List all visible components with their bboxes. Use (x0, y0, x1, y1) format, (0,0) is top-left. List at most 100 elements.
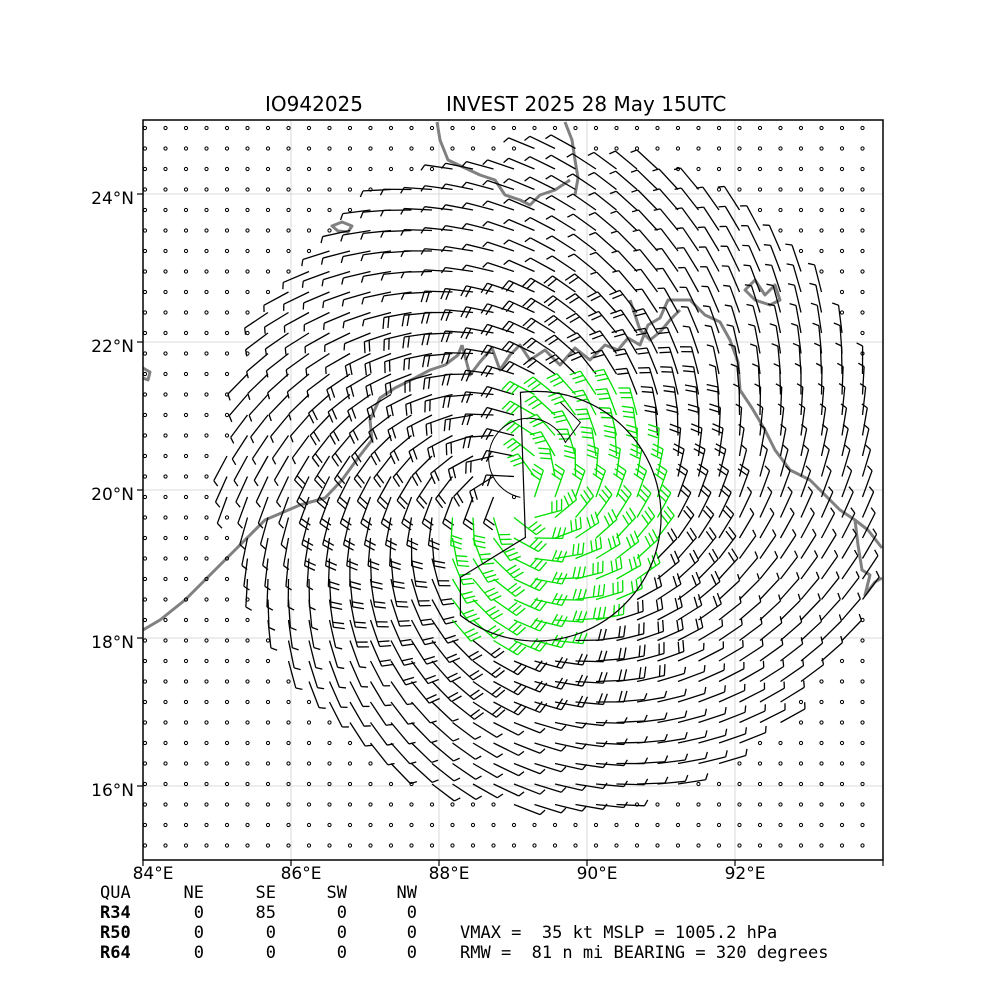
wind-barb (571, 463, 586, 498)
wind-barb (431, 722, 460, 742)
wind-barb (288, 394, 310, 421)
calm-marker (163, 617, 168, 623)
wind-barb (392, 455, 412, 488)
wind-barb (554, 566, 587, 580)
calm-marker (819, 761, 824, 766)
calm-marker (265, 761, 271, 766)
wind-barb (820, 507, 836, 539)
calm-marker (265, 187, 271, 192)
wind-barb (369, 742, 395, 766)
calm-marker (306, 228, 312, 233)
calm-marker (757, 125, 763, 131)
calm-marker (245, 310, 250, 315)
calm-marker (757, 802, 763, 807)
calm-marker (388, 166, 394, 172)
calm-marker (409, 822, 414, 828)
calm-marker (245, 740, 250, 746)
wind-barb (785, 243, 802, 272)
calm-marker (757, 822, 763, 828)
calm-marker (778, 843, 783, 848)
wind-barb (270, 414, 290, 443)
wind-barb (677, 686, 707, 703)
calm-marker (245, 207, 250, 213)
calm-marker (143, 351, 148, 356)
calm-marker (798, 699, 804, 705)
wind-barb (693, 443, 706, 477)
calm-marker (306, 843, 312, 848)
wind-barb (522, 317, 556, 334)
wind-barb (820, 423, 829, 457)
wind-barb (636, 664, 666, 683)
calm-marker (224, 617, 230, 623)
calm-marker (839, 125, 845, 131)
calm-marker (819, 166, 824, 172)
wind-barb (431, 783, 461, 802)
calm-marker (265, 125, 271, 131)
calm-marker (778, 228, 783, 233)
wind-barb (534, 571, 568, 585)
calm-marker (183, 515, 189, 520)
calm-marker (224, 433, 230, 438)
wind-barb (861, 528, 878, 559)
wind-barb (718, 205, 741, 231)
calm-marker (757, 166, 763, 172)
wind-barb (472, 680, 506, 698)
wind-barb (706, 383, 720, 416)
wind-barb (697, 226, 720, 252)
wind-barb (545, 235, 576, 252)
wind-barb (790, 322, 802, 354)
wind-barb (453, 476, 474, 507)
calm-marker (143, 576, 148, 582)
wind-barb (780, 658, 805, 683)
wind-barb (657, 666, 687, 683)
calm-marker (388, 822, 394, 828)
wind-barb (565, 293, 597, 313)
calm-marker (306, 822, 312, 828)
wind-barb (738, 486, 753, 518)
calm-marker (204, 494, 209, 500)
wind-barb (728, 343, 741, 375)
wind-barb (819, 403, 827, 436)
calm-marker (696, 822, 701, 828)
wind-barb (324, 332, 351, 352)
wind-barb (759, 507, 775, 539)
r64-ne: 0 (193, 943, 204, 963)
wind-barb (268, 394, 289, 422)
wind-barb (608, 443, 621, 477)
wind-barb (718, 748, 748, 765)
wind-barb (237, 496, 249, 529)
wind-barb (786, 263, 802, 293)
wind-barb (595, 580, 624, 601)
wind-barb (637, 367, 659, 395)
calm-marker (183, 494, 189, 500)
wind-barb (587, 171, 617, 191)
wind-barb (369, 599, 389, 628)
wind-barb (698, 663, 726, 683)
wind-barb (859, 382, 867, 416)
wind-barb (482, 262, 515, 273)
wind-barb (595, 532, 621, 560)
calm-marker (368, 125, 373, 131)
calm-marker (593, 843, 599, 848)
wind-barb (769, 323, 782, 354)
wind-barb (369, 722, 394, 746)
wind-barb (759, 529, 777, 559)
calm-marker (306, 740, 312, 746)
wind-barb (369, 681, 392, 707)
calm-marker (470, 802, 476, 807)
wind-barb (589, 330, 618, 354)
wind-barb (451, 537, 470, 568)
row-label-r50: R50 (100, 923, 131, 943)
calm-marker (819, 248, 824, 254)
wind-barb (543, 275, 576, 293)
wind-barb (400, 291, 433, 300)
wind-barb (545, 154, 576, 170)
calm-marker (204, 822, 209, 828)
wind-barb (548, 391, 577, 416)
wind-barb (503, 178, 535, 191)
calm-marker (143, 535, 148, 541)
wind-barb (482, 159, 515, 170)
wind-barb (503, 137, 535, 150)
wind-barb (787, 283, 802, 313)
wind-barb (493, 701, 527, 716)
